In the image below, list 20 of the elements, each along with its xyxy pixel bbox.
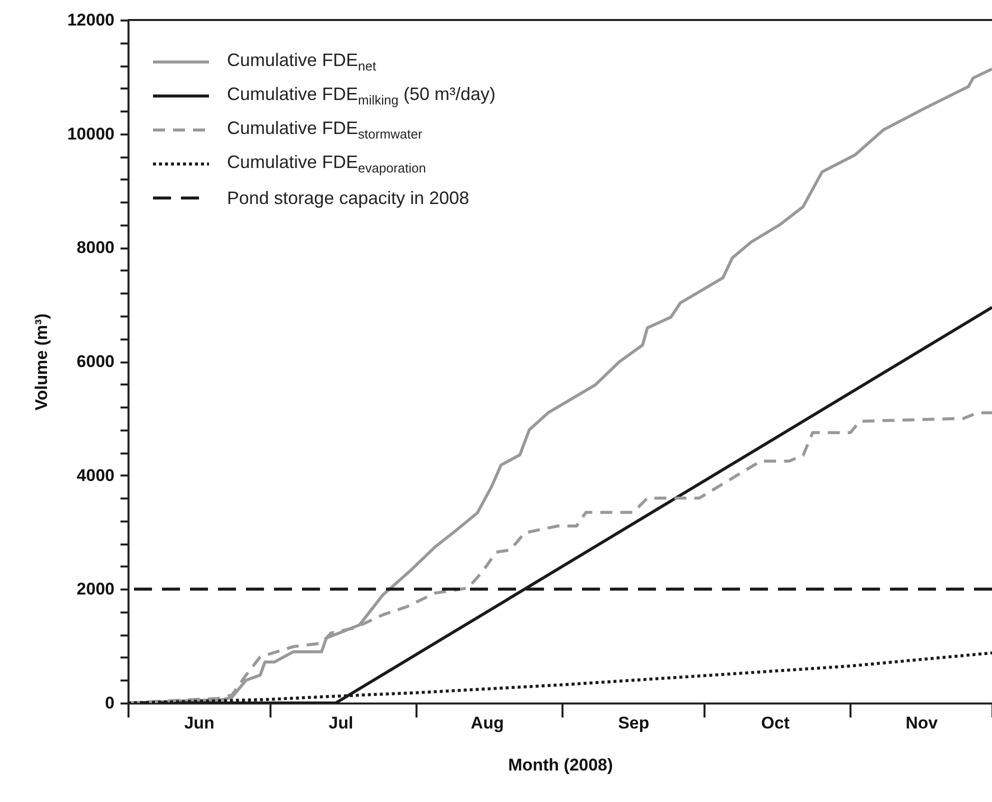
y-tick-label: 10000 [67, 124, 114, 144]
y-tick-label: 2000 [76, 580, 114, 599]
y-tick-label: 12000 [67, 10, 114, 30]
legend-label: Cumulative FDE$_{stormwater}$ [227, 118, 422, 142]
y-tick-label: 4000 [76, 466, 114, 485]
y-tick-label: 6000 [76, 352, 114, 371]
y-tick-label: 0 [105, 694, 114, 712]
legend-label: Cumulative FDE$_{milking}$ (50 m³/day) [227, 84, 496, 108]
x-tick-label: Nov [906, 714, 938, 732]
x-tick-label: Jun [184, 714, 214, 732]
legend-label: Cumulative FDE$_{net}$ [227, 50, 376, 74]
y-tick-label: 8000 [76, 238, 114, 258]
legend-label: Pond storage capacity in 2008 [227, 188, 470, 208]
x-axis-title: Month (2008) [508, 756, 613, 774]
y-axis-title: Volume (m³) [32, 314, 52, 410]
legend-label: Cumulative FDE$_{evaporation}$ [227, 152, 426, 176]
x-tick-label: Jul [328, 714, 354, 732]
x-tick-label: Sep [618, 714, 650, 732]
x-tick-label: Oct [761, 714, 790, 732]
x-tick-label: Aug [470, 714, 504, 732]
